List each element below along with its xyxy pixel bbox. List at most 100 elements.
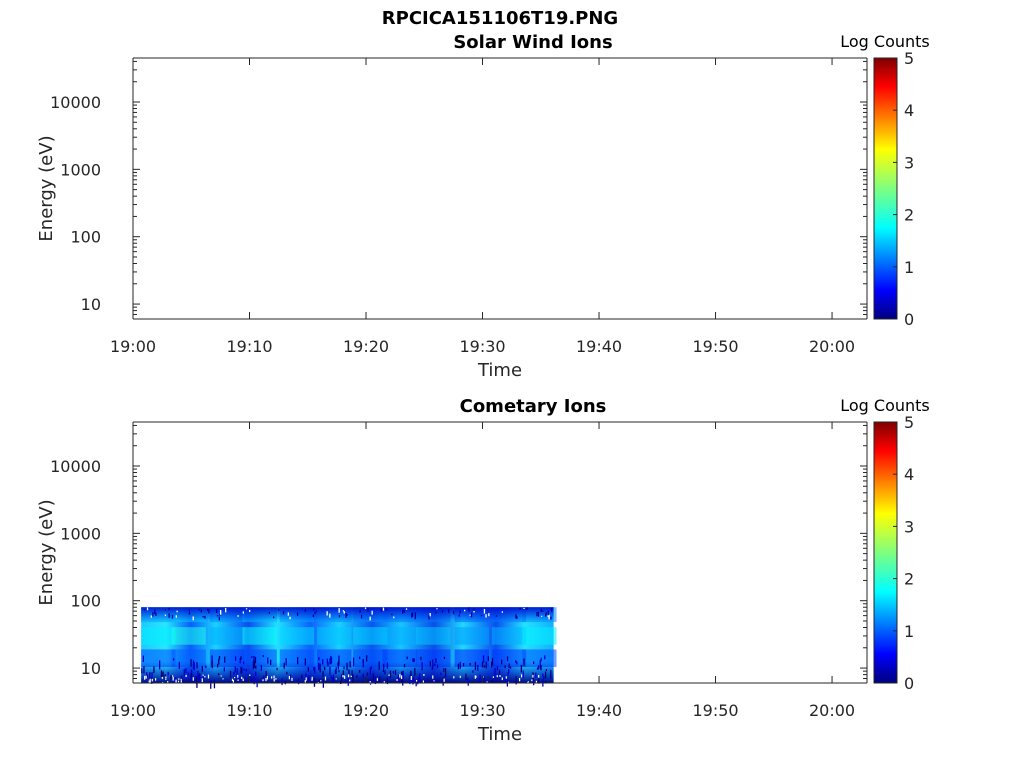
- spectrogram-speck: [551, 607, 553, 612]
- spectrogram-speck: [441, 610, 444, 613]
- spectrogram-speck: [444, 668, 447, 677]
- spectrogram-gap: [232, 679, 234, 683]
- spectrogram-speck: [442, 678, 444, 686]
- spectrogram-speck: [224, 656, 226, 663]
- spectrogram-speck: [360, 614, 363, 619]
- spectrogram-speck: [515, 614, 517, 619]
- spectrogram-speck: [187, 672, 189, 676]
- spectrogram-speck: [409, 675, 411, 685]
- colorbar-tick-label: 0: [904, 674, 914, 693]
- spectrogram-speck: [237, 674, 240, 680]
- spectrogram-speck: [282, 611, 285, 615]
- x-tick-label: 19:00: [110, 701, 156, 720]
- x-tick-label: 19:00: [110, 337, 156, 356]
- panel-title: Solar Wind Ions: [453, 32, 612, 53]
- spectrogram-gap: [265, 677, 267, 682]
- colorbar: [873, 57, 898, 320]
- spectrogram-speck: [491, 680, 493, 683]
- spectrogram-speck: [498, 670, 501, 675]
- spectrogram-speck: [545, 612, 547, 615]
- spectrogram-gap: [311, 678, 313, 681]
- spectrogram-speck: [362, 659, 364, 668]
- spectrogram-speck: [488, 613, 490, 617]
- spectrogram-speck: [483, 608, 486, 614]
- spectrogram-speck: [281, 678, 283, 686]
- spectrogram-speck: [193, 662, 195, 671]
- spectrogram-speck: [345, 613, 347, 618]
- spectrogram-gap: [519, 678, 521, 682]
- spectrogram-speck: [429, 661, 431, 667]
- spectrogram-gap: [423, 674, 425, 676]
- spectrogram-speck: [313, 666, 315, 671]
- spectrogram-speck: [507, 672, 509, 676]
- spectrogram-speck: [465, 673, 467, 681]
- spectrogram-gap: [207, 674, 210, 679]
- spectrogram-speck: [208, 609, 210, 614]
- spectrogram-gap: [242, 678, 244, 682]
- spectrogram-speck: [330, 675, 332, 679]
- spectrogram-gap: [416, 680, 418, 682]
- spectrogram-gap: [349, 679, 351, 682]
- spectrogram-speck: [201, 665, 203, 672]
- spectrogram-speck: [533, 661, 535, 664]
- spectrogram-speck: [236, 667, 238, 677]
- spectrogram-gap: [335, 678, 337, 680]
- colorbar-tick-label: 2: [904, 206, 914, 225]
- spectrogram-speck: [494, 667, 496, 676]
- spectrogram-gap: [475, 675, 477, 678]
- spectrogram-gap: [171, 675, 174, 677]
- spectrogram-speck: [537, 611, 540, 617]
- spectrogram-speck: [200, 609, 202, 613]
- spectrogram-gap: [443, 678, 445, 682]
- spectrogram-gap: [178, 678, 180, 680]
- spectrogram-speck: [195, 676, 197, 684]
- spectrogram-speck: [469, 663, 471, 666]
- y-tick-label: 10000: [50, 93, 101, 112]
- spectrogram-speck: [541, 615, 543, 617]
- spectrogram-speck: [443, 656, 446, 659]
- spectrogram-speck: [162, 671, 164, 677]
- spectrogram-gap: [231, 678, 234, 681]
- spectrogram-speck: [428, 615, 430, 620]
- spectrogram-speck: [337, 663, 339, 670]
- spectrogram-speck: [467, 677, 469, 681]
- spectrogram-speck: [205, 665, 207, 669]
- spectrogram-gap: [531, 679, 533, 682]
- spectrogram-gap: [535, 680, 537, 683]
- spectrogram-gap: [474, 675, 476, 679]
- spectrogram-speck: [233, 671, 235, 676]
- spectrogram-gap: [459, 675, 461, 678]
- spectrogram-gap: [237, 674, 239, 678]
- spectrogram-speck: [268, 612, 270, 614]
- spectrogram-speck: [483, 676, 485, 681]
- spectrogram-gap: [320, 680, 322, 682]
- spectrogram-speck: [278, 609, 280, 611]
- spectrogram-speck: [319, 663, 321, 673]
- spectrogram-speck: [516, 661, 518, 665]
- spectrogram-gap: [185, 674, 187, 677]
- spectrogram-speck: [506, 656, 509, 662]
- spectrogram-speck: [349, 661, 351, 668]
- spectrogram-speck: [485, 614, 487, 618]
- spectrogram-speck: [369, 616, 371, 621]
- spectrogram-speck: [378, 661, 380, 670]
- spectrogram-speck: [329, 658, 331, 665]
- spectrogram-speck: [403, 610, 405, 613]
- spectrogram-speck: [402, 677, 404, 686]
- spectrogram-speck: [322, 659, 324, 665]
- spectrogram-speck: [483, 665, 486, 668]
- spectrogram-speck: [196, 662, 198, 669]
- y-tick-label: 1000: [60, 160, 101, 179]
- spectrogram-speck: [415, 680, 417, 687]
- colorbar: [873, 421, 898, 684]
- colorbar-tick-label: 4: [904, 101, 914, 120]
- spectrogram-speck: [218, 656, 221, 660]
- spectrogram-speck: [508, 663, 510, 668]
- spectrogram-speck: [440, 672, 442, 675]
- spectrogram-speck: [204, 615, 206, 619]
- spectrogram-speck: [154, 609, 156, 615]
- colorbar-tick-label: 4: [904, 465, 914, 484]
- spectrogram-speck: [240, 656, 242, 660]
- spectrogram-speck: [385, 608, 388, 611]
- spectrogram-speck: [178, 661, 180, 669]
